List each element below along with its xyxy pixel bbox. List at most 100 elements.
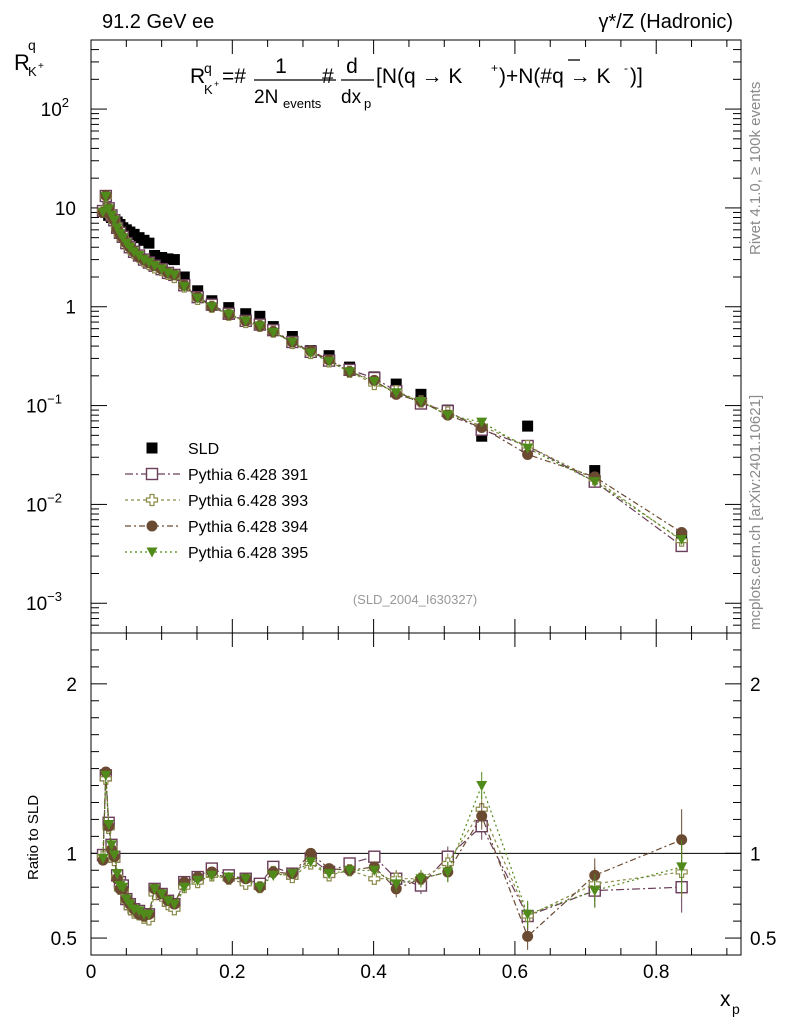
data-point <box>108 850 120 861</box>
data-point <box>267 327 279 338</box>
data-point <box>97 207 109 218</box>
series-line <box>102 196 683 542</box>
data-point <box>442 410 454 421</box>
data-point <box>676 862 688 873</box>
main-plot: 10−3 10−2 10−1 1 10 102 <box>26 39 742 634</box>
svg-text:2N: 2N <box>254 87 278 108</box>
data-point <box>476 430 488 442</box>
svg-text:#: # <box>322 65 334 88</box>
ratio-series-pythia-6-428-394 <box>97 766 688 950</box>
data-point <box>97 853 109 864</box>
data-point <box>146 442 158 454</box>
svg-text:)]: )] <box>630 65 643 88</box>
data-point <box>254 321 266 332</box>
data-point <box>240 316 252 327</box>
data-point <box>178 882 190 893</box>
data-point <box>589 465 601 477</box>
y-tick-label: 10−3 <box>26 589 62 615</box>
y-tick-label: 1 <box>66 844 77 865</box>
data-point <box>162 253 174 265</box>
svg-text:R: R <box>14 50 30 75</box>
main-y-axis-title: R q K + <box>14 37 44 79</box>
data-point <box>138 255 150 266</box>
data-point <box>286 337 298 348</box>
data-point <box>344 865 356 876</box>
data-point <box>522 909 534 920</box>
svg-text:q: q <box>28 37 36 53</box>
y-tick-label: 10−2 <box>26 490 62 516</box>
data-point <box>149 884 161 895</box>
main-series <box>96 189 688 553</box>
data-point <box>103 820 115 831</box>
data-point <box>368 850 381 863</box>
ratio-series-pythia-6-428-393 <box>96 772 688 930</box>
ratio-series-pythia-6-428-395 <box>97 770 688 928</box>
ratio-series-pythia-6-428-391 <box>96 769 688 930</box>
x-tick-label: 0.6 <box>502 962 528 983</box>
y-tick-label: 102 <box>41 95 69 121</box>
data-point <box>305 857 317 868</box>
data-point <box>522 420 534 432</box>
data-point <box>111 223 123 234</box>
svg-text:q: q <box>204 60 212 76</box>
data-point <box>105 840 117 851</box>
svg-text:R: R <box>190 65 205 88</box>
data-point <box>156 264 168 275</box>
data-point <box>178 271 190 283</box>
data-point <box>143 237 155 249</box>
data-point <box>267 870 279 881</box>
svg-text:x: x <box>720 988 731 1011</box>
data-point <box>415 874 427 885</box>
data-point <box>149 261 161 272</box>
svg-text:K: K <box>28 64 37 79</box>
svg-text:+: + <box>38 61 44 72</box>
svg-text:p: p <box>364 96 371 111</box>
svg-text:p: p <box>732 1001 740 1017</box>
main-axis-ticks <box>90 39 741 634</box>
svg-text:+: + <box>491 61 498 75</box>
series-line <box>102 771 682 938</box>
data-point <box>522 448 534 460</box>
data-point <box>206 870 218 881</box>
data-point <box>124 899 136 910</box>
legend-label: SLD <box>188 441 219 458</box>
svg-text:+: + <box>214 79 219 89</box>
y-tick-label: 10 <box>55 199 76 220</box>
data-point <box>117 233 129 244</box>
y-tick-label: 0.5 <box>51 929 77 950</box>
data-point <box>368 872 381 885</box>
data-point <box>143 909 155 920</box>
data-point <box>415 388 427 400</box>
analysis-id: (SLD_2004_I630327) <box>353 592 477 607</box>
data-point <box>390 879 402 890</box>
data-point <box>145 493 159 507</box>
data-point <box>223 872 235 883</box>
data-point <box>589 886 601 897</box>
svg-text:d: d <box>346 55 358 78</box>
header-left: 91.2 GeV ee <box>102 11 214 33</box>
legend-item-pythia-6-428-393: Pythia 6.428 393 <box>125 493 308 510</box>
data-point <box>145 467 159 481</box>
legend-label: Pythia 6.428 395 <box>188 545 308 562</box>
data-point <box>254 882 266 893</box>
data-point <box>442 867 454 878</box>
data-point <box>415 396 427 407</box>
data-point <box>344 367 356 378</box>
data-point <box>103 204 115 215</box>
svg-text:events: events <box>283 96 322 111</box>
series-pythia-6-428-393 <box>96 190 688 547</box>
data-point <box>128 247 140 258</box>
data-point <box>476 417 488 428</box>
y-tick-label: 2 <box>66 675 77 696</box>
main-y-tick-labels: 10−3 10−2 10−1 1 10 102 <box>26 95 76 615</box>
ratio-y-axis-title: Ratio to SLD <box>25 795 42 880</box>
data-point <box>286 869 298 880</box>
data-point <box>390 388 402 399</box>
header-right: γ*/Z (Hadronic) <box>599 11 733 33</box>
svg-text:1: 1 <box>275 55 287 78</box>
data-point <box>368 865 380 876</box>
y-tick-label-right: 2 <box>750 675 761 696</box>
data-point <box>162 896 174 907</box>
data-point <box>120 894 132 905</box>
data-point <box>108 215 120 226</box>
